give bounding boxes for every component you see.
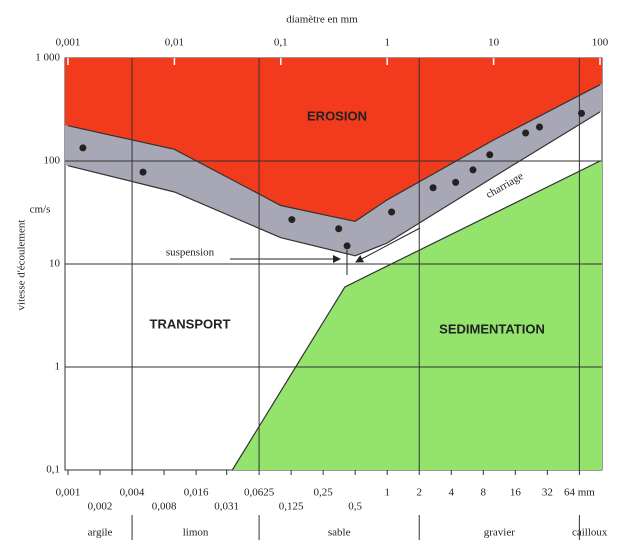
data-point [335, 225, 343, 233]
class-label: cailloux [572, 527, 608, 539]
x-tick-label: 0,25 [314, 487, 334, 499]
x-tick-label: 0,004 [120, 487, 145, 499]
x-tick-label: 0,001 [56, 487, 81, 499]
region-label: SEDIMENTATION [439, 321, 545, 336]
data-point [452, 178, 460, 186]
x-tick-label: 0,016 [184, 487, 209, 499]
x-tick-label: 0,001 [56, 37, 81, 49]
y-tick-label: 1 000 [35, 52, 60, 64]
data-point [139, 168, 147, 176]
annotation-arrow [355, 227, 421, 263]
transition-band [65, 84, 602, 256]
x-tick-label: 4 [449, 487, 455, 499]
erosion-region [65, 58, 602, 222]
y-tick-label: 0,1 [46, 464, 60, 476]
data-point [522, 129, 530, 137]
data-point [469, 166, 477, 174]
x-tick-label: 1 [384, 487, 390, 499]
x-tick-label: 32 [542, 487, 553, 499]
y-tick-label: 1 [55, 361, 61, 373]
x-axis-title: diamètre en mm [286, 14, 358, 26]
x-tick-label: 8 [481, 487, 487, 499]
erosion-boundary [67, 84, 601, 222]
x-tick-label: 100 [592, 37, 609, 49]
class-label: gravier [484, 527, 515, 539]
data-point [577, 109, 585, 117]
data-point [343, 242, 351, 250]
x-tick-label: 2 [416, 487, 422, 499]
class-label: limon [183, 527, 209, 539]
y-tick-label: 10 [49, 258, 61, 270]
x-tick-label: 0,002 [88, 501, 113, 513]
x-tick-label: 10 [488, 37, 500, 49]
annotation: suspension [166, 247, 215, 259]
x-tick-label: 0,125 [279, 501, 304, 513]
x-tick-label: 0,0625 [244, 487, 275, 499]
data-point [79, 144, 87, 152]
y-unit: cm/s [30, 204, 51, 216]
data-point [388, 208, 396, 216]
x-tick-label: 16 [510, 487, 522, 499]
class-label: sable [328, 527, 351, 539]
y-tick-label: 100 [44, 155, 61, 167]
data-point [486, 151, 494, 159]
sedimentation-boundary [231, 160, 601, 471]
x-tick-label: 0,01 [165, 37, 184, 49]
x-tick-label: 0,1 [274, 37, 288, 49]
region-label: TRANSPORT [150, 316, 231, 331]
x-tick-label: 0,031 [214, 501, 239, 513]
y-axis-title: vitesse d'écoulement [16, 220, 28, 311]
region-label: EROSION [307, 108, 367, 123]
data-point [535, 123, 543, 131]
class-label: argile [88, 527, 113, 539]
x-tick-label: 64 mm [564, 487, 595, 499]
data-point [288, 216, 296, 224]
x-tick-label: 1 [384, 37, 390, 49]
x-tick-label: 0,5 [348, 501, 362, 513]
data-point [429, 184, 437, 192]
sedimentation-region [232, 161, 603, 470]
x-tick-label: 0,008 [152, 501, 177, 513]
